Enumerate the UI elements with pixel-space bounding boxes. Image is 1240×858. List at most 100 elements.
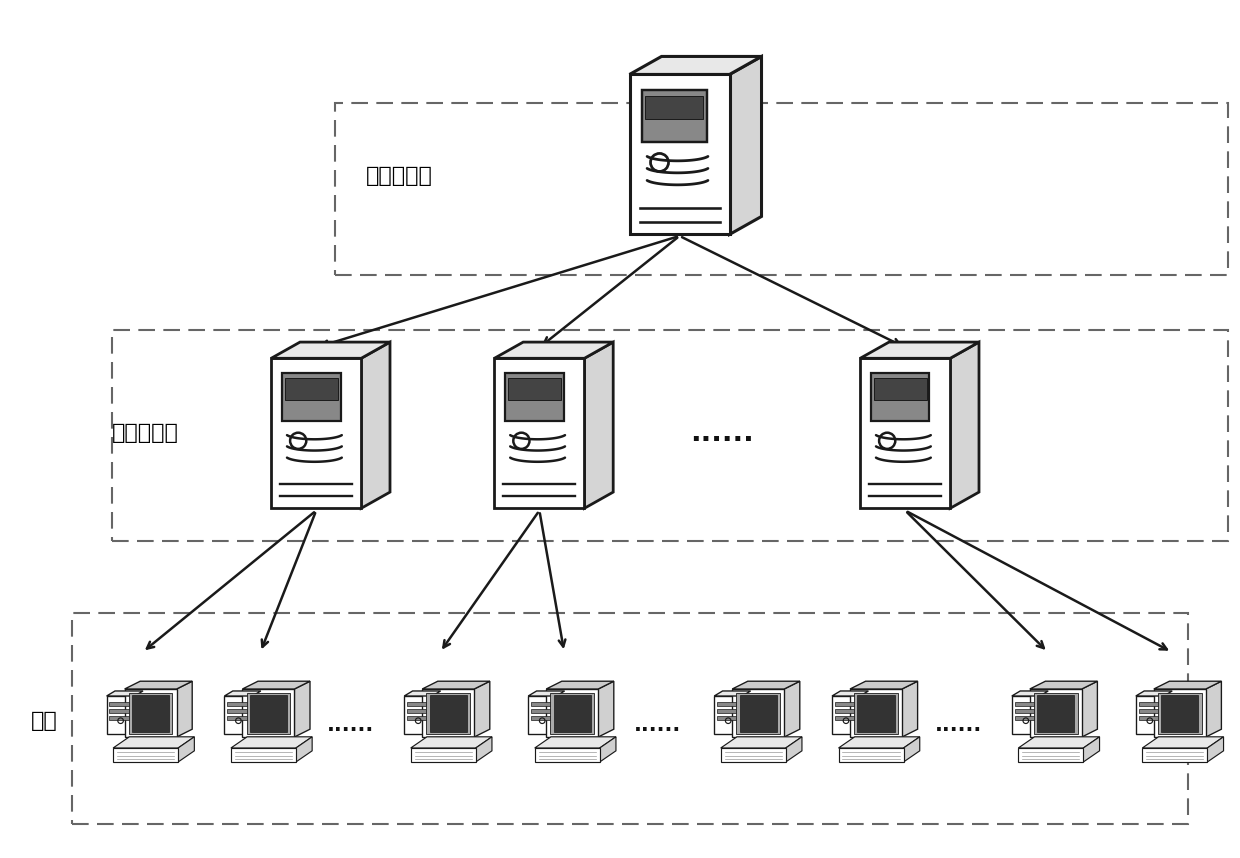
Polygon shape — [224, 691, 260, 696]
Text: ......: ...... — [634, 715, 681, 735]
FancyBboxPatch shape — [255, 737, 281, 743]
Text: ......: ...... — [935, 715, 982, 735]
FancyBboxPatch shape — [531, 716, 553, 720]
Polygon shape — [1012, 691, 1048, 696]
Polygon shape — [179, 737, 195, 762]
FancyBboxPatch shape — [1012, 696, 1040, 734]
Polygon shape — [784, 681, 800, 737]
FancyBboxPatch shape — [247, 693, 290, 734]
FancyBboxPatch shape — [1029, 689, 1081, 737]
Bar — [72, 613, 1188, 824]
Polygon shape — [410, 737, 492, 748]
FancyBboxPatch shape — [737, 693, 780, 734]
FancyBboxPatch shape — [107, 696, 135, 734]
Polygon shape — [861, 342, 980, 359]
FancyBboxPatch shape — [630, 75, 729, 234]
Polygon shape — [950, 342, 980, 508]
FancyBboxPatch shape — [427, 693, 470, 734]
FancyBboxPatch shape — [554, 695, 590, 732]
FancyBboxPatch shape — [227, 716, 249, 720]
Polygon shape — [729, 57, 761, 234]
FancyBboxPatch shape — [1043, 737, 1069, 743]
FancyBboxPatch shape — [1153, 689, 1205, 737]
FancyBboxPatch shape — [1167, 737, 1193, 743]
Text: 管理服务器: 管理服务器 — [366, 166, 433, 186]
FancyBboxPatch shape — [1014, 703, 1037, 706]
Polygon shape — [557, 691, 564, 734]
Polygon shape — [495, 342, 614, 359]
Polygon shape — [296, 737, 312, 762]
Polygon shape — [242, 681, 310, 689]
FancyBboxPatch shape — [1138, 710, 1161, 713]
FancyBboxPatch shape — [508, 378, 560, 400]
FancyBboxPatch shape — [1014, 710, 1037, 713]
Polygon shape — [743, 691, 750, 734]
Polygon shape — [1142, 737, 1224, 748]
FancyBboxPatch shape — [1162, 695, 1198, 732]
FancyBboxPatch shape — [645, 95, 703, 118]
FancyBboxPatch shape — [858, 695, 894, 732]
FancyBboxPatch shape — [430, 695, 466, 732]
Polygon shape — [786, 737, 802, 762]
Bar — [112, 330, 1228, 541]
FancyBboxPatch shape — [832, 696, 861, 734]
FancyBboxPatch shape — [407, 716, 429, 720]
FancyBboxPatch shape — [272, 359, 361, 508]
FancyBboxPatch shape — [109, 703, 131, 706]
FancyBboxPatch shape — [407, 710, 429, 713]
Polygon shape — [630, 57, 761, 75]
FancyBboxPatch shape — [435, 737, 461, 743]
Polygon shape — [294, 681, 310, 737]
Polygon shape — [176, 681, 192, 737]
FancyBboxPatch shape — [1034, 693, 1078, 734]
FancyBboxPatch shape — [138, 737, 164, 743]
FancyBboxPatch shape — [1158, 693, 1202, 734]
FancyBboxPatch shape — [870, 373, 930, 421]
Polygon shape — [113, 737, 195, 748]
FancyBboxPatch shape — [528, 696, 557, 734]
FancyBboxPatch shape — [495, 359, 584, 508]
FancyBboxPatch shape — [1138, 703, 1161, 706]
FancyBboxPatch shape — [849, 689, 901, 737]
Polygon shape — [1208, 737, 1224, 762]
FancyBboxPatch shape — [740, 695, 776, 732]
FancyBboxPatch shape — [1038, 695, 1074, 732]
FancyBboxPatch shape — [129, 693, 172, 734]
Polygon shape — [1205, 681, 1221, 737]
Polygon shape — [135, 691, 143, 734]
Polygon shape — [253, 691, 260, 734]
FancyBboxPatch shape — [109, 716, 131, 720]
FancyBboxPatch shape — [224, 696, 253, 734]
Polygon shape — [832, 691, 868, 696]
FancyBboxPatch shape — [505, 373, 564, 421]
FancyBboxPatch shape — [546, 689, 598, 737]
Polygon shape — [534, 737, 616, 748]
FancyBboxPatch shape — [835, 703, 857, 706]
Polygon shape — [904, 737, 920, 762]
FancyBboxPatch shape — [281, 373, 341, 421]
Text: 终端: 终端 — [31, 710, 58, 731]
FancyBboxPatch shape — [551, 693, 594, 734]
FancyBboxPatch shape — [717, 716, 739, 720]
FancyBboxPatch shape — [285, 378, 337, 400]
Polygon shape — [546, 681, 614, 689]
FancyBboxPatch shape — [250, 695, 286, 732]
Polygon shape — [584, 342, 614, 508]
Polygon shape — [422, 681, 490, 689]
Polygon shape — [433, 691, 440, 734]
FancyBboxPatch shape — [133, 695, 169, 732]
FancyBboxPatch shape — [113, 748, 179, 762]
Polygon shape — [732, 681, 800, 689]
FancyBboxPatch shape — [410, 748, 476, 762]
FancyBboxPatch shape — [109, 710, 131, 713]
FancyBboxPatch shape — [1138, 716, 1161, 720]
FancyBboxPatch shape — [835, 716, 857, 720]
Polygon shape — [1153, 681, 1221, 689]
FancyBboxPatch shape — [641, 90, 707, 142]
FancyBboxPatch shape — [124, 689, 176, 737]
Polygon shape — [838, 737, 920, 748]
Polygon shape — [901, 681, 918, 737]
FancyBboxPatch shape — [534, 748, 600, 762]
FancyBboxPatch shape — [1018, 748, 1084, 762]
Polygon shape — [361, 342, 391, 508]
